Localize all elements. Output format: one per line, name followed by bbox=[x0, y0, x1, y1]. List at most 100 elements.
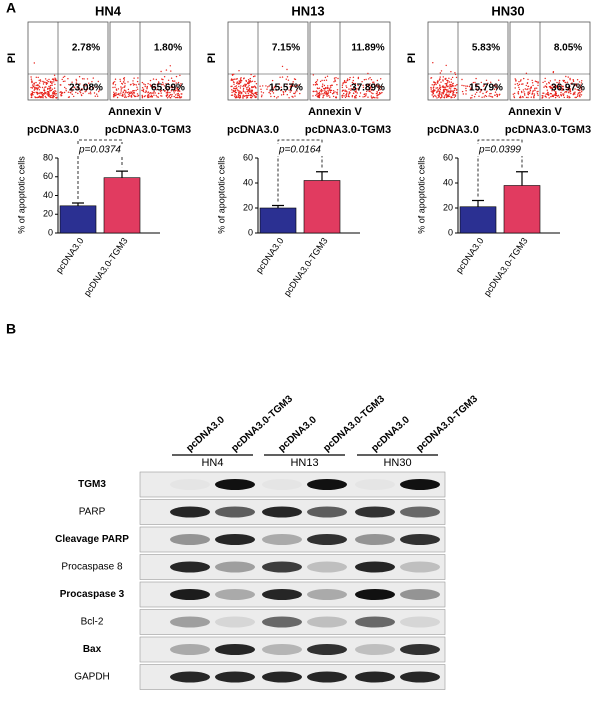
flow-event bbox=[92, 77, 95, 79]
flow-event bbox=[236, 87, 238, 89]
flow-event bbox=[244, 95, 247, 97]
flow-event bbox=[488, 95, 490, 97]
flow-event bbox=[547, 94, 550, 96]
flow-event bbox=[447, 95, 449, 97]
flow-event bbox=[73, 95, 75, 98]
error-bar bbox=[72, 202, 84, 206]
blot-band bbox=[307, 671, 347, 683]
flow-event bbox=[495, 85, 497, 87]
flow-event bbox=[292, 81, 294, 83]
flow-event bbox=[345, 81, 347, 83]
flow-event bbox=[316, 93, 318, 95]
flow-event bbox=[71, 90, 73, 92]
flow-event bbox=[179, 84, 181, 87]
flow-event bbox=[470, 88, 472, 90]
flow-event bbox=[251, 80, 254, 83]
flow-event bbox=[430, 86, 432, 89]
flow-event bbox=[165, 69, 168, 71]
flow-event bbox=[250, 90, 253, 92]
blot-band bbox=[215, 506, 255, 518]
flow-event bbox=[524, 94, 526, 96]
blot-band bbox=[355, 589, 395, 600]
flow-event bbox=[128, 92, 130, 95]
flow-event bbox=[239, 87, 242, 89]
flow-event bbox=[347, 79, 349, 82]
flow-event bbox=[55, 94, 57, 96]
flow-event bbox=[533, 96, 535, 98]
flow-event bbox=[63, 86, 66, 89]
flow-event bbox=[160, 95, 162, 97]
flow-event bbox=[169, 65, 171, 67]
flow-event bbox=[452, 90, 454, 93]
flow-event bbox=[280, 86, 282, 89]
flow-event bbox=[465, 93, 467, 95]
flow-event bbox=[256, 91, 258, 94]
flow-event bbox=[170, 90, 173, 92]
flow-event bbox=[369, 83, 371, 85]
flow-event bbox=[437, 90, 439, 92]
flow-event bbox=[439, 88, 442, 91]
flow-event bbox=[485, 79, 488, 82]
flow-event bbox=[114, 84, 117, 86]
flow-event bbox=[173, 90, 175, 92]
flow-event bbox=[333, 77, 336, 79]
flow-event bbox=[79, 83, 81, 85]
flow-event bbox=[142, 88, 145, 91]
flow-event bbox=[470, 83, 473, 86]
flow-event bbox=[365, 78, 367, 81]
flow-event bbox=[470, 87, 472, 89]
flow-event bbox=[349, 92, 351, 94]
flow-event bbox=[327, 91, 330, 93]
flow-event bbox=[116, 96, 119, 99]
flow-event bbox=[146, 85, 148, 88]
flow-event bbox=[326, 87, 329, 89]
flow-event bbox=[572, 80, 575, 83]
flow-event bbox=[94, 95, 97, 97]
flow-event bbox=[354, 82, 357, 85]
flow-event bbox=[324, 76, 327, 79]
flow-event bbox=[581, 91, 583, 93]
flow-event bbox=[566, 96, 569, 99]
flow-event bbox=[96, 85, 98, 88]
flow-event bbox=[82, 92, 84, 95]
blot-band bbox=[170, 589, 210, 600]
flow-event bbox=[380, 92, 382, 95]
flow-event bbox=[435, 83, 437, 86]
flow-event bbox=[572, 92, 575, 94]
flow-event bbox=[520, 79, 522, 81]
y-tick-label: 40 bbox=[243, 177, 253, 187]
flow-event bbox=[553, 94, 556, 96]
quadrant-value: 36.97% bbox=[551, 83, 585, 94]
flow-event bbox=[438, 96, 440, 99]
flow-event bbox=[469, 97, 472, 99]
flow-event bbox=[577, 89, 580, 92]
flow-event bbox=[566, 95, 569, 97]
flow-event bbox=[453, 89, 456, 92]
flow-event bbox=[517, 91, 520, 93]
flow-event bbox=[231, 89, 233, 91]
flow-event bbox=[231, 91, 233, 94]
flow-event bbox=[293, 92, 295, 95]
flow-event bbox=[568, 97, 570, 99]
flow-event bbox=[331, 84, 333, 87]
flow-event bbox=[562, 88, 564, 91]
flow-event bbox=[478, 95, 480, 98]
flow-event bbox=[167, 79, 170, 82]
flow-event bbox=[371, 89, 373, 91]
lane-label: pcDNA3.0 bbox=[369, 414, 412, 454]
flow-event bbox=[61, 78, 63, 81]
blot-band bbox=[170, 561, 210, 573]
blot-band bbox=[307, 589, 347, 600]
flow-event bbox=[579, 92, 581, 94]
flow-event bbox=[46, 91, 49, 93]
flow-event bbox=[55, 78, 57, 80]
flow-event bbox=[246, 86, 248, 89]
flow-event bbox=[179, 95, 181, 98]
flow-event bbox=[159, 90, 162, 93]
flow-event bbox=[523, 91, 525, 93]
flow-event bbox=[485, 95, 488, 98]
flow-event bbox=[456, 84, 458, 86]
flow-event bbox=[322, 96, 324, 99]
flow-event bbox=[279, 76, 281, 79]
flow-event bbox=[529, 88, 531, 90]
